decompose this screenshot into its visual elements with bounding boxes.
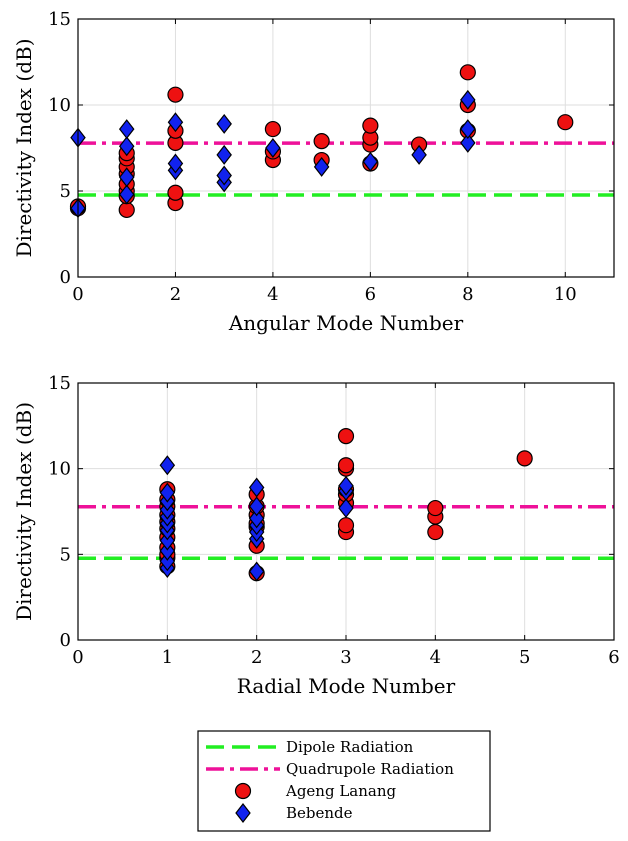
y-tick-label: 0 xyxy=(60,267,71,288)
ageng-lanang-point xyxy=(516,450,533,467)
bebende-point xyxy=(216,165,232,186)
y-tick-label: 10 xyxy=(48,459,71,480)
x-tick-label: 6 xyxy=(365,284,376,305)
y-axis-label: Directivity Index (dB) xyxy=(12,402,36,621)
y-tick-label: 5 xyxy=(60,181,71,202)
ageng-lanang-point xyxy=(167,86,184,103)
bebende-point xyxy=(167,112,184,133)
bebende-point xyxy=(118,119,135,140)
bebende-point xyxy=(248,496,265,517)
legend-label: Ageng Lanang xyxy=(285,782,397,800)
ageng-lanang-point xyxy=(427,523,444,541)
axes-box xyxy=(77,18,615,278)
y-tick-label: 0 xyxy=(60,630,71,651)
x-tick-label: 6 xyxy=(608,647,619,668)
ageng-lanang-point xyxy=(337,457,355,474)
radial-mode-plot: 0 1 2 3 4 5 6 0 5 10 15 Radial Mode Number Directivi… xyxy=(12,373,620,698)
x-tick-label: 0 xyxy=(72,284,83,305)
bebende-point xyxy=(338,498,354,519)
bebende-point xyxy=(460,132,476,153)
bebende-point xyxy=(159,455,176,476)
x-tick-label: 4 xyxy=(430,647,441,668)
x-tick-label: 4 xyxy=(267,284,278,305)
legend-entry: Quadrupole Radiation xyxy=(206,760,454,778)
x-tick-label: 10 xyxy=(554,284,577,305)
y-tick-label: 5 xyxy=(60,544,71,565)
bebende-point xyxy=(362,151,379,172)
ageng-lanang-point xyxy=(337,428,355,445)
bebende-point xyxy=(216,144,232,165)
x-tick-label: 1 xyxy=(162,647,173,668)
bebende-series xyxy=(159,455,354,582)
plot-area xyxy=(78,19,614,277)
y-tick-label: 15 xyxy=(48,373,71,394)
legend-label: Bebende xyxy=(286,804,353,822)
bebende-point xyxy=(159,530,176,551)
x-tick-label: 3 xyxy=(340,647,351,668)
legend-ageng-lanang-swatch xyxy=(234,782,252,800)
ageng-lanang-point xyxy=(362,117,379,134)
ageng-lanang-point xyxy=(557,114,574,131)
y-tick-label: 15 xyxy=(48,9,71,30)
angular-mode-plot: 0 2 4 6 8 10 0 5 10 15 Angular Mode Number Directiv… xyxy=(12,9,615,335)
bebende-point xyxy=(248,561,265,582)
y-axis-label: Directivity Index (dB) xyxy=(12,38,36,257)
bebende-point xyxy=(248,477,265,498)
bebende-point xyxy=(118,167,135,188)
legend-entry: Ageng Lanang xyxy=(234,782,397,800)
legend-label: Quadrupole Radiation xyxy=(286,760,454,778)
legend-label: Dipole Radiation xyxy=(286,738,414,756)
x-tick-label: 2 xyxy=(170,284,181,305)
ageng-lanang-point xyxy=(427,499,444,517)
bebende-point xyxy=(118,136,135,157)
ageng-lanang-point xyxy=(167,184,184,201)
ageng-lanang-point xyxy=(264,120,282,138)
bebende-point xyxy=(159,482,176,503)
x-axis-label: Angular Mode Number xyxy=(228,311,464,335)
ageng-lanang-point xyxy=(337,517,355,534)
bebende-point xyxy=(460,119,476,140)
legend-entry: Dipole Radiation xyxy=(206,738,414,756)
bebende-point xyxy=(118,184,135,205)
bebende-point xyxy=(313,156,330,177)
bebende-series xyxy=(70,89,476,219)
x-tick-label: 0 xyxy=(72,647,83,668)
legend-bebende-swatch xyxy=(235,803,251,823)
bebende-point xyxy=(159,540,176,561)
x-axis-label: Radial Mode Number xyxy=(237,674,456,698)
bebende-point xyxy=(265,138,281,158)
legend: Dipole Radiation Quadrupole Radiation Agen… xyxy=(197,730,491,832)
x-tick-label: 8 xyxy=(462,284,473,305)
ageng-lanang-point xyxy=(313,133,330,150)
bebende-point xyxy=(460,89,476,110)
x-tick-label: 2 xyxy=(251,647,262,668)
ageng-lanang-point xyxy=(118,201,135,219)
bebende-point xyxy=(248,508,265,529)
x-tick-label: 5 xyxy=(519,647,530,668)
bebende-point xyxy=(411,144,427,165)
ageng-lanang-point xyxy=(459,64,476,81)
bebende-point xyxy=(216,113,232,134)
bebende-point xyxy=(338,475,354,496)
bebende-point xyxy=(167,153,184,174)
bebende-point xyxy=(159,551,176,572)
y-tick-label: 10 xyxy=(48,95,71,116)
legend-entry: Bebende xyxy=(235,803,353,823)
